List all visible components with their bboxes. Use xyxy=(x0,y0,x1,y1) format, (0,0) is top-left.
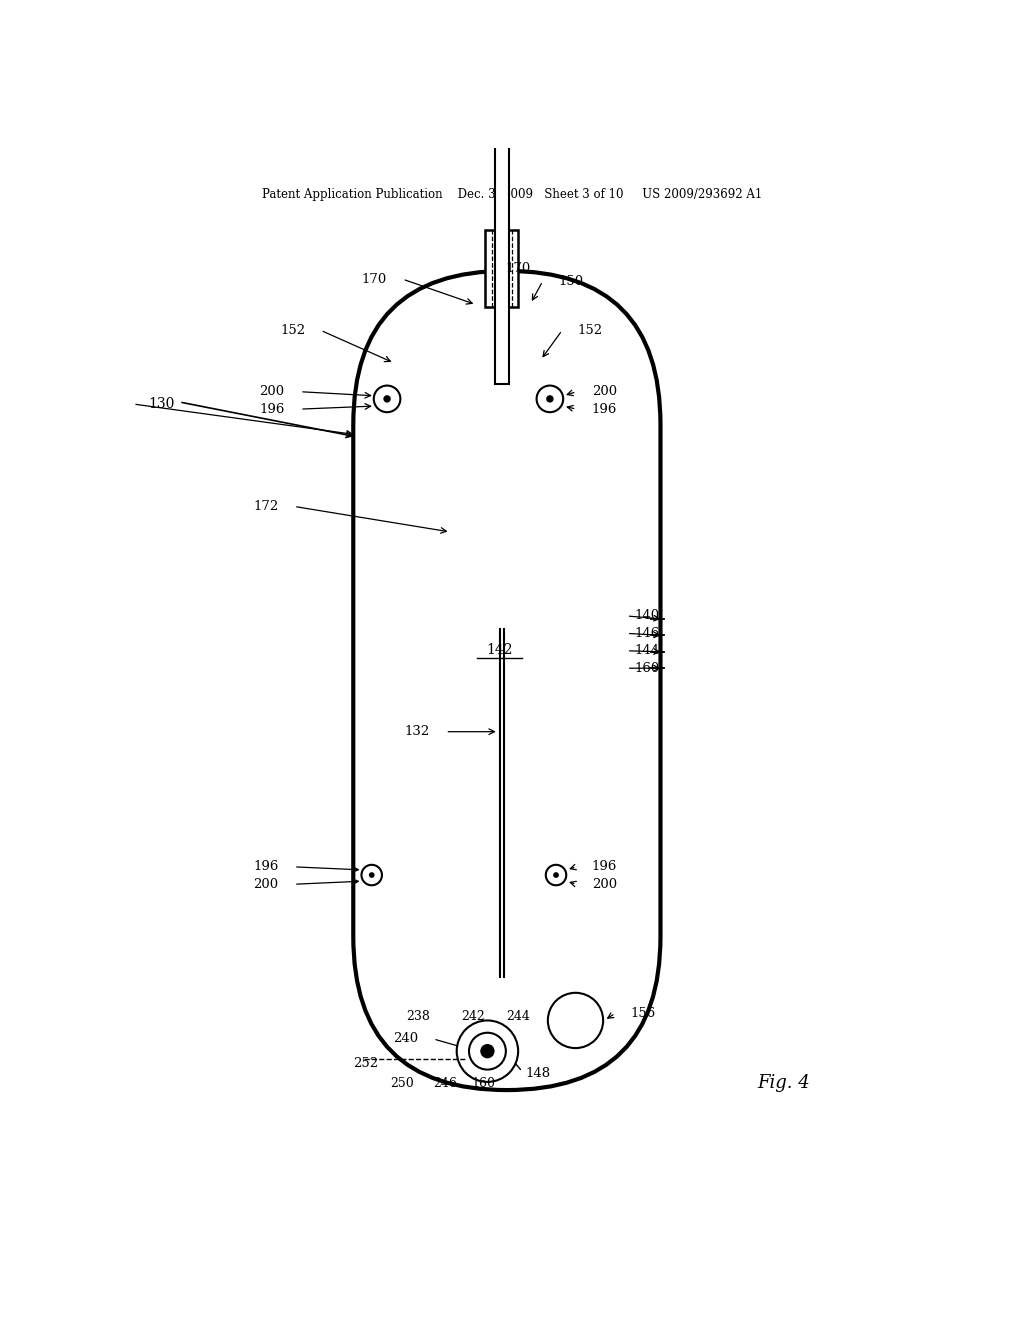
Circle shape xyxy=(546,395,554,403)
Text: 200: 200 xyxy=(259,385,285,399)
Text: 150: 150 xyxy=(558,275,584,288)
Text: 142: 142 xyxy=(486,643,513,657)
Text: 240: 240 xyxy=(392,1032,418,1045)
Text: 200: 200 xyxy=(592,385,617,399)
Circle shape xyxy=(457,1020,518,1082)
Bar xyxy=(485,230,518,306)
Text: 146: 146 xyxy=(635,627,660,640)
Text: 200: 200 xyxy=(592,878,617,891)
Bar xyxy=(495,137,509,384)
Text: 196: 196 xyxy=(592,861,617,874)
Circle shape xyxy=(537,385,563,412)
Text: 156: 156 xyxy=(631,1007,656,1020)
Text: 132: 132 xyxy=(404,725,430,738)
Text: 250: 250 xyxy=(390,1077,415,1090)
Text: 140: 140 xyxy=(635,610,660,623)
Circle shape xyxy=(361,865,382,886)
Text: 160: 160 xyxy=(635,661,660,675)
Circle shape xyxy=(469,1032,506,1069)
Circle shape xyxy=(546,865,566,886)
Text: 170: 170 xyxy=(361,272,387,285)
Text: 148: 148 xyxy=(525,1067,551,1080)
Text: 196: 196 xyxy=(259,403,285,416)
Text: 196: 196 xyxy=(592,403,617,416)
Circle shape xyxy=(480,1044,495,1059)
Text: 160: 160 xyxy=(471,1077,496,1090)
Text: 130: 130 xyxy=(148,397,175,411)
Text: 244: 244 xyxy=(506,1010,530,1023)
Circle shape xyxy=(369,873,375,878)
Text: 172: 172 xyxy=(253,500,279,513)
Text: 196: 196 xyxy=(253,861,279,874)
FancyBboxPatch shape xyxy=(353,271,660,1090)
Text: Patent Application Publication    Dec. 3, 2009   Sheet 3 of 10     US 2009/29369: Patent Application Publication Dec. 3, 2… xyxy=(262,187,762,201)
Circle shape xyxy=(548,993,603,1048)
Circle shape xyxy=(374,385,400,412)
Text: 152: 152 xyxy=(578,323,603,337)
Text: 242: 242 xyxy=(461,1010,485,1023)
Circle shape xyxy=(553,873,559,878)
Text: 246: 246 xyxy=(433,1077,458,1090)
Text: 238: 238 xyxy=(406,1010,430,1023)
Text: 152: 152 xyxy=(280,323,305,337)
Text: 170: 170 xyxy=(506,263,531,276)
Text: 200: 200 xyxy=(253,878,279,891)
Circle shape xyxy=(383,395,391,403)
Text: 144: 144 xyxy=(635,644,660,657)
Text: Fig. 4: Fig. 4 xyxy=(758,1074,811,1092)
Text: 252: 252 xyxy=(353,1057,379,1071)
